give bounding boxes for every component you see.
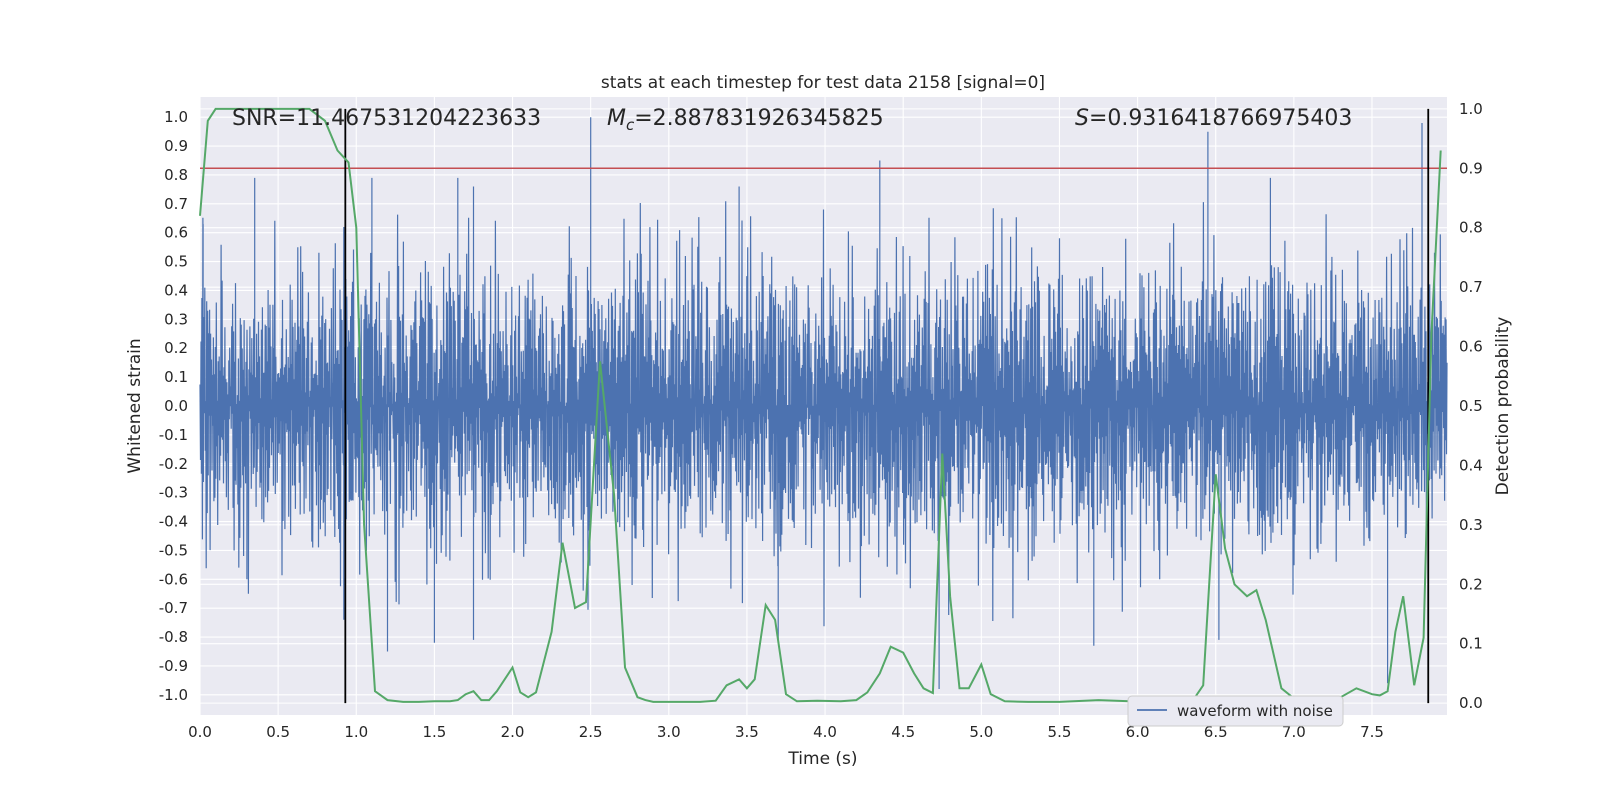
y2-tick-label: 0.6: [1459, 338, 1483, 356]
legend-label: waveform with noise: [1177, 702, 1333, 720]
x-tick-label: 3.5: [735, 723, 759, 741]
x-tick-label: 1.0: [344, 723, 368, 741]
y2-tick-label: 0.7: [1459, 278, 1483, 296]
y2-tick-label: 0.2: [1459, 575, 1483, 593]
y-tick-labels: -1.0 -0.9 -0.8 -0.7 -0.6 -0.5 -0.4 -0.3 -0.2 -0.1…: [159, 108, 188, 704]
y-tick-label: 0.0: [164, 397, 188, 415]
statistic-annotation: S=0.9316418766975403: [1075, 106, 1352, 131]
y-tick-label: -0.5: [159, 541, 188, 559]
legend-box: [1127, 695, 1344, 727]
waveform-with-noise-line: [199, 117, 1448, 689]
y-tick-label: 0.6: [164, 224, 188, 242]
y-tick-label: 0.5: [164, 253, 188, 271]
x-tick-label: 4.0: [813, 723, 837, 741]
y2-tick-label: 0.3: [1459, 516, 1483, 534]
x-tick-label: 2.0: [501, 723, 525, 741]
y-tick-label: -0.1: [159, 426, 188, 444]
y-tick-label: 0.1: [164, 368, 188, 386]
x-tick-label: 0.0: [188, 723, 212, 741]
y-axis-label: Whitened strain: [125, 338, 145, 473]
y2-tick-label: 0.5: [1459, 397, 1483, 415]
x-tick-label: 1.5: [422, 723, 446, 741]
x-tick-label: 4.5: [891, 723, 915, 741]
y-tick-label: 0.9: [164, 137, 188, 155]
x-tick-label: 3.0: [657, 723, 681, 741]
x-tick-label: 0.5: [266, 723, 290, 741]
y2-axis-label: Detection probability: [1493, 317, 1513, 496]
y2-tick-label: 0.8: [1459, 219, 1483, 237]
x-tick-label: 5.0: [969, 723, 993, 741]
x-tick-label: 7.5: [1360, 723, 1384, 741]
x-tick-label: 2.5: [579, 723, 603, 741]
y2-tick-labels: 0.0 0.1 0.2 0.3 0.4 0.5 0.6 0.7 0.8 0.9 1.0: [1459, 100, 1483, 712]
x-tick-labels: 0.0 0.5 1.0 1.5 2.0 2.5 3.0 3.5 4.0 4.5 5.0 5.5 6.0 6…: [188, 723, 1384, 741]
chart-title: stats at each timestep for test data 215…: [601, 73, 1045, 93]
y-tick-label: 0.2: [164, 339, 188, 357]
y2-tick-label: 1.0: [1459, 100, 1483, 118]
detection-probability-line: [199, 107, 1442, 703]
y2-tick-label: 0.4: [1459, 456, 1483, 474]
y2-tick-label: 0.9: [1459, 159, 1483, 177]
y-tick-label: -0.7: [159, 599, 188, 617]
y2-tick-label: 0.1: [1459, 635, 1483, 653]
legend: waveform with noise: [1127, 695, 1344, 727]
y-tick-label: -0.6: [159, 570, 188, 588]
y-tick-label: -1.0: [159, 686, 188, 704]
y-tick-label: 1.0: [164, 108, 188, 126]
y-tick-label: 0.3: [164, 310, 188, 328]
y-tick-label: -0.9: [159, 657, 188, 675]
y-tick-label: -0.4: [159, 513, 188, 531]
y2-tick-label: 0.0: [1459, 694, 1483, 712]
y-tick-label: 0.8: [164, 166, 188, 184]
x-tick-label: 6.0: [1126, 723, 1150, 741]
x-tick-label: 6.5: [1204, 723, 1228, 741]
snr-annotation: SNR=11.467531204223633: [232, 106, 541, 131]
x-tick-label: 5.5: [1048, 723, 1072, 741]
x-axis-label: Time (s): [787, 749, 857, 769]
x-tick-label: 7.0: [1282, 723, 1306, 741]
y-tick-label: -0.3: [159, 484, 188, 502]
y-tick-label: 0.4: [164, 281, 188, 299]
chirp-mass-annotation: Mc=2.887831926345825: [607, 106, 884, 134]
y-tick-label: -0.8: [159, 628, 188, 646]
y-tick-label: 0.7: [164, 195, 188, 213]
y-tick-label: -0.2: [159, 455, 188, 473]
